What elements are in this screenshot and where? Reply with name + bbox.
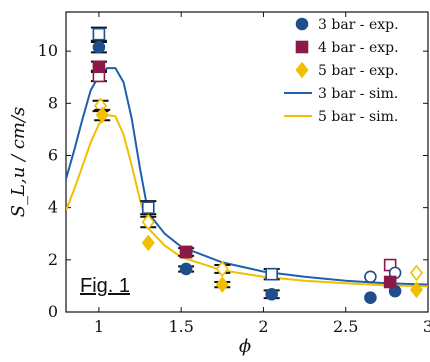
hollow-marker <box>364 270 377 284</box>
x-axis-label: ϕ <box>239 336 251 357</box>
y-tick-label: 10 <box>38 41 58 60</box>
data-point <box>141 234 155 252</box>
legend-label: 3 bar - sim. <box>318 86 398 102</box>
sim-line <box>66 113 428 288</box>
y-tick-label: 6 <box>48 145 58 164</box>
y-tick-label: 2 <box>48 250 58 269</box>
legend-label: 4 bar - exp. <box>318 40 399 56</box>
data-point <box>215 276 229 293</box>
hollow-marker <box>409 264 423 282</box>
data-point <box>179 245 193 259</box>
y-tick-label: 4 <box>48 198 58 217</box>
legend-marker <box>295 17 309 31</box>
data-point <box>92 60 106 74</box>
legend-label: 5 bar - exp. <box>318 63 399 79</box>
data-point <box>409 281 423 299</box>
hollow-marker <box>141 201 155 214</box>
data-point <box>95 106 109 124</box>
legend-label: 3 bar - exp. <box>318 17 399 33</box>
x-tick-label: 1.5 <box>168 317 193 336</box>
data-point <box>179 262 193 276</box>
legend-label: 5 bar - sim. <box>318 109 398 125</box>
x-tick-label: 1 <box>94 317 104 336</box>
hollow-marker <box>92 27 106 41</box>
figure-label: Fig. 1 <box>80 275 130 297</box>
x-tick-label: 2.5 <box>333 317 358 336</box>
y-tick-label: 8 <box>48 93 58 112</box>
data-point <box>383 275 397 289</box>
y-tick-label: 0 <box>48 302 58 321</box>
data-point <box>364 291 377 304</box>
legend-marker <box>295 61 309 79</box>
plot-frame <box>65 11 429 313</box>
x-tick-label: 3 <box>423 317 430 336</box>
y-axis-label: S_L,u / cm/s <box>8 107 29 218</box>
hollow-marker <box>141 213 155 231</box>
data-point <box>92 40 106 54</box>
x-tick-label: 2 <box>258 317 268 336</box>
hollow-marker <box>215 260 229 278</box>
legend-marker <box>295 40 309 54</box>
data-point <box>265 287 278 301</box>
sim-line <box>66 67 428 286</box>
hollow-marker <box>265 267 278 281</box>
